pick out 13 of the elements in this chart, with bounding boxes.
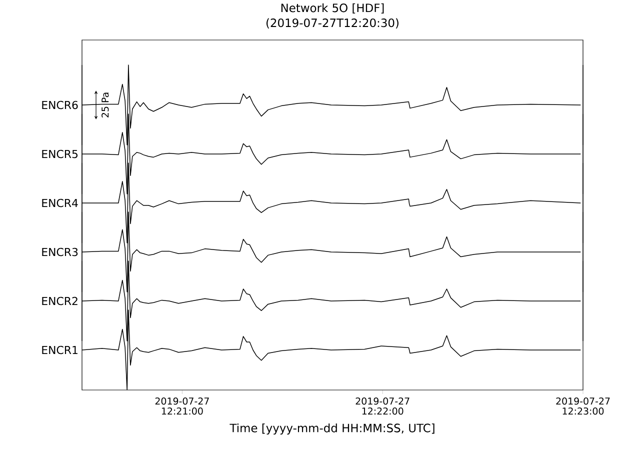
y-axis-title: ENCR6: [42, 100, 78, 110]
y-axis-title: ENCR5: [42, 150, 78, 158]
x-tick-label: 2019-07-27 12:22:00: [356, 398, 410, 415]
y-axis-title: ENCR1: [42, 346, 78, 354]
y-axis-title: ENCR4: [42, 198, 78, 208]
chart-title: Network 5O [HDF]: [281, 3, 384, 14]
x-tick-label: 2019-07-27 12:23:00: [556, 398, 610, 415]
x-axis-title: Time [yyyy-mm-dd HH:MM:SS, UTC]: [230, 423, 434, 435]
y-axis-title: ENCR3: [42, 248, 78, 256]
annotation: 25 Pa: [102, 92, 109, 118]
chart-subtitle: (2019-07-27T12:20:30): [266, 18, 398, 29]
y-axis-title: ENCR2: [42, 296, 78, 306]
x-tick-label: 2019-07-27 12:21:00: [155, 398, 209, 415]
